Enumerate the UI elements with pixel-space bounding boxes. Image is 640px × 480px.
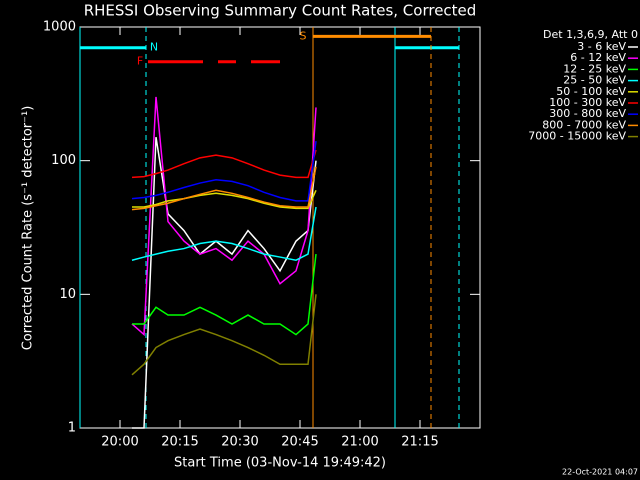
series-line [131,166,317,211]
x-axis-label: Start Time (03-Nov-14 19:49:42) [174,456,386,471]
y-tick-label: 1000 [43,20,76,35]
series-line [132,190,317,210]
series-line [131,206,317,261]
legend-label: 12 - 25 keV [563,62,626,75]
x-tick-label: 21:00 [341,435,378,450]
series-line [131,96,317,337]
legend-label: 7000 - 15000 keV [528,130,626,143]
series-line [131,141,317,202]
y-tick-label: 100 [51,153,76,168]
flag-label: S [300,29,307,42]
flag-label: F [137,55,143,68]
legend-label: 6 - 12 keV [570,51,626,64]
legend-title: Det 1,3,6,9, Att 0 [543,28,638,41]
y-tick-label: 1 [68,421,76,436]
x-tick-label: 20:00 [101,435,138,450]
footer: 22-Oct-2021 04:07 [562,468,638,477]
series-line [132,254,317,336]
chart-title: RHESSI Observing Summary Count Rates, Co… [84,2,477,20]
legend-label: 3 - 6 keV [577,40,626,53]
legend-label: 25 - 50 keV [563,74,626,87]
x-tick-label: 20:15 [161,435,198,450]
legend-label: 800 - 7000 keV [542,118,626,131]
x-tick-label: 20:45 [281,435,318,450]
legend-label: 100 - 300 keV [549,96,626,109]
legend-label: 300 - 800 keV [549,107,626,120]
legend-label: 50 - 100 keV [556,85,626,98]
x-tick-label: 21:15 [401,435,438,450]
series-line [132,137,317,429]
series-line [131,294,317,376]
x-tick-label: 20:30 [221,435,258,450]
y-axis-label: Corrected Count Rate (s⁻¹ detector⁻¹) [21,106,36,351]
flag-label: N [150,41,158,54]
y-tick-label: 10 [59,287,76,302]
series-line [131,149,317,179]
